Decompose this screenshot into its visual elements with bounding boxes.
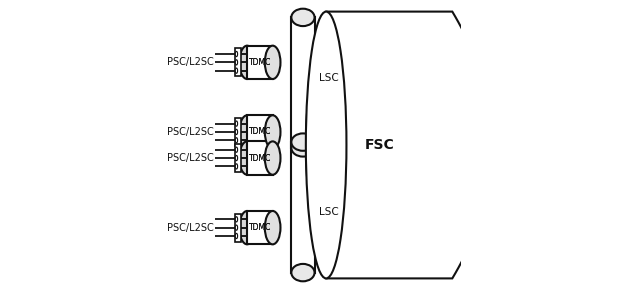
Text: TDMC: TDMC	[249, 58, 271, 67]
Ellipse shape	[235, 121, 238, 126]
Text: TDMC: TDMC	[249, 127, 271, 137]
Text: PSC/L2SC: PSC/L2SC	[167, 57, 214, 67]
Text: PSC/L2SC: PSC/L2SC	[167, 127, 214, 137]
Ellipse shape	[291, 9, 315, 26]
Ellipse shape	[235, 51, 238, 57]
Text: TDMC: TDMC	[249, 223, 271, 232]
Text: PSC/L2SC: PSC/L2SC	[167, 223, 214, 233]
Text: PSC/L2SC: PSC/L2SC	[167, 153, 214, 163]
Ellipse shape	[240, 115, 255, 149]
Ellipse shape	[291, 139, 315, 157]
Bar	[235, 214, 241, 242]
Ellipse shape	[235, 129, 238, 135]
Bar	[291, 142, 315, 273]
Text: LSC: LSC	[319, 207, 339, 217]
Ellipse shape	[235, 147, 238, 152]
Ellipse shape	[265, 46, 281, 79]
Bar	[247, 142, 272, 175]
Ellipse shape	[235, 60, 238, 65]
Text: LSC: LSC	[319, 73, 339, 83]
Ellipse shape	[235, 233, 238, 239]
Ellipse shape	[235, 138, 238, 143]
Ellipse shape	[291, 133, 315, 151]
Text: TDMC: TDMC	[249, 153, 271, 163]
Ellipse shape	[265, 142, 281, 175]
Text: FSC: FSC	[365, 138, 394, 152]
Bar	[247, 115, 272, 149]
Ellipse shape	[235, 164, 238, 169]
Text: TDMC: TDMC	[249, 58, 271, 67]
Ellipse shape	[306, 12, 346, 278]
Bar	[235, 48, 241, 76]
Ellipse shape	[265, 211, 281, 244]
Ellipse shape	[235, 68, 238, 73]
Text: TDMC: TDMC	[249, 153, 271, 163]
Bar	[247, 46, 272, 79]
Bar	[235, 118, 241, 146]
Text: TDMC: TDMC	[249, 127, 271, 137]
Ellipse shape	[240, 211, 255, 244]
Text: TDMC: TDMC	[249, 223, 271, 232]
Polygon shape	[306, 12, 492, 278]
Ellipse shape	[235, 217, 238, 222]
Ellipse shape	[235, 155, 238, 161]
Ellipse shape	[240, 142, 255, 175]
Ellipse shape	[240, 46, 255, 79]
Ellipse shape	[265, 115, 281, 149]
Ellipse shape	[235, 225, 238, 230]
Ellipse shape	[291, 264, 315, 281]
Bar	[247, 211, 272, 244]
Bar	[291, 17, 315, 148]
Bar	[235, 144, 241, 172]
